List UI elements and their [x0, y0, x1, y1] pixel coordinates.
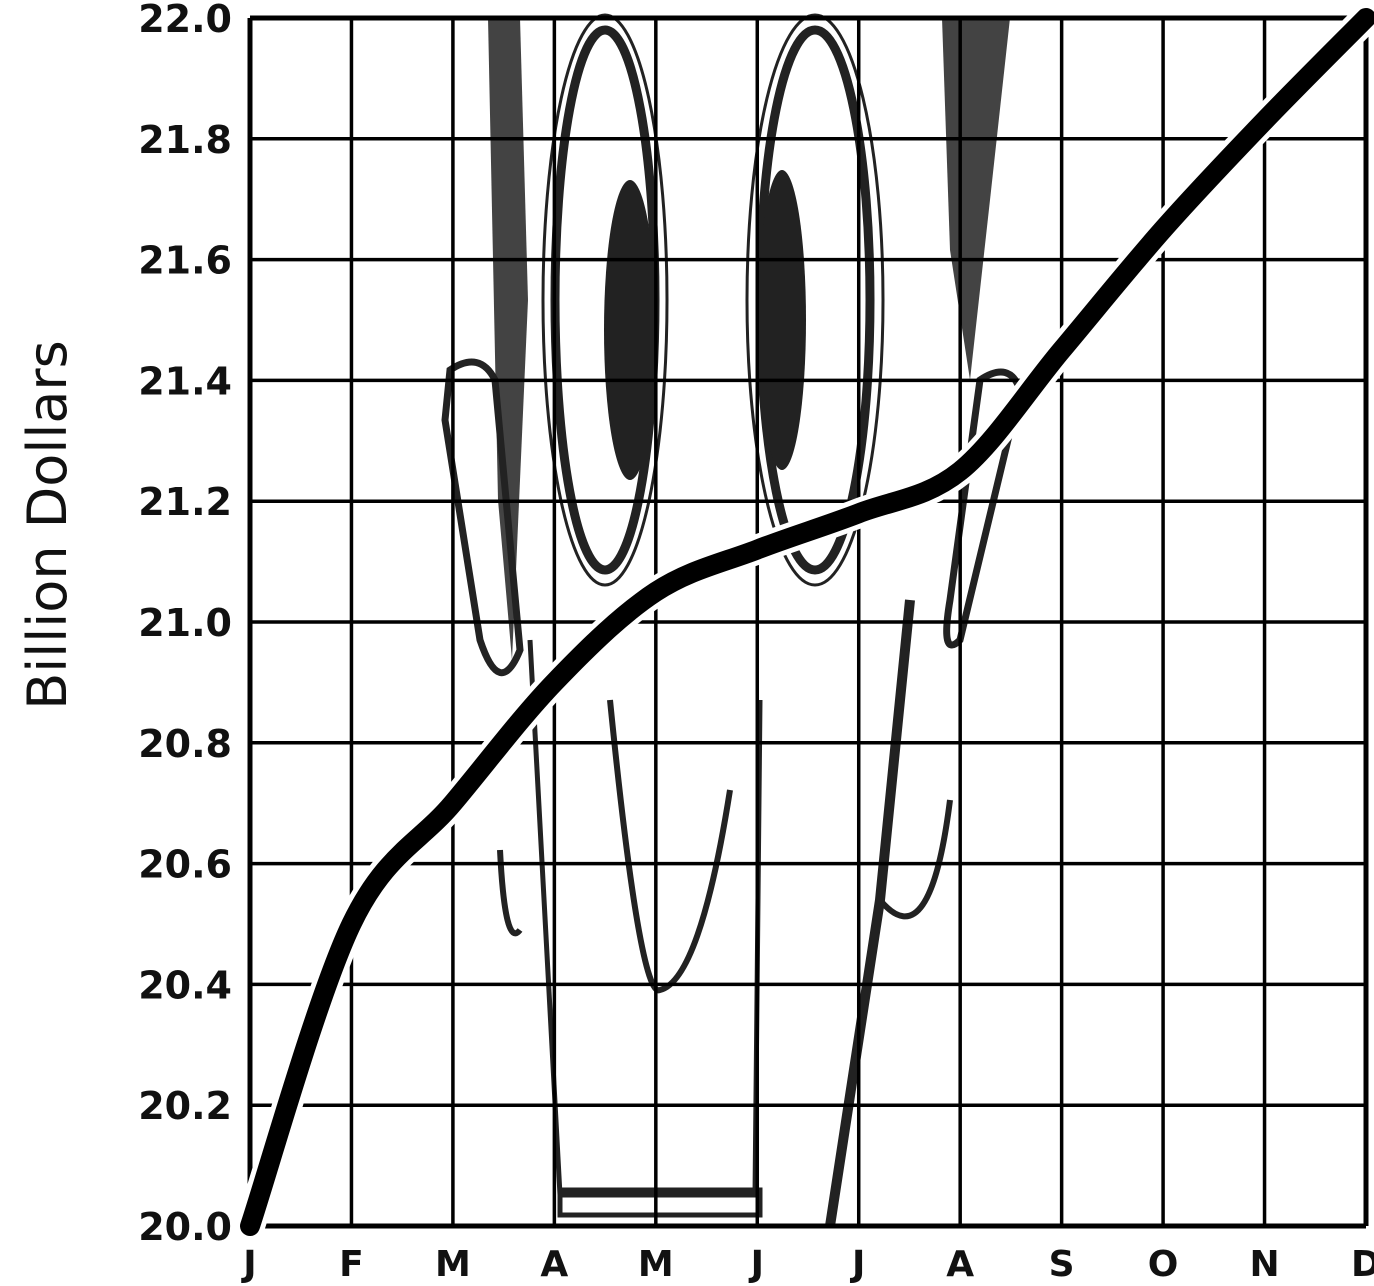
illustration-left-eye-ring: [541, 13, 669, 587]
illustration-right-eye-ring: [745, 13, 885, 587]
illustration-chin-right: [877, 799, 953, 920]
y-axis-label: Billion Dollars: [16, 340, 79, 710]
illustration-chin-left: [497, 849, 523, 937]
x-tick-label: F: [339, 1244, 364, 1285]
x-tick-label: J: [240, 1244, 256, 1285]
y-tick-label: 21.8: [138, 118, 232, 162]
x-tick-label: D: [1351, 1244, 1374, 1285]
x-tick-label: N: [1249, 1244, 1279, 1285]
y-tick-label: 20.4: [138, 963, 232, 1007]
x-tick-label: J: [748, 1244, 764, 1285]
x-tick-label: M: [435, 1244, 471, 1285]
series-line: [235, 3, 1374, 1241]
illustration-left-ear: [441, 358, 524, 676]
y-tick-labels: 20.0 20.2 20.4 20.6 20.8 21.0 21.2 21.4 21.6 21.8…: [138, 0, 232, 1249]
y-tick-label: 21.4: [138, 359, 232, 403]
x-tick-label: M: [638, 1244, 674, 1285]
y-tick-label: 20.6: [138, 843, 232, 887]
illustration-right-pupil: [758, 170, 806, 470]
illustration-hair-left: [488, 18, 528, 660]
y-tick-label: 20.2: [138, 1084, 232, 1128]
y-tick-label: 21.2: [138, 480, 232, 524]
illustration-cheek-line: [825, 599, 915, 1227]
y-tick-label: 20.0: [138, 1205, 232, 1249]
series-line-path: [240, 8, 1374, 1236]
x-tick-label: A: [946, 1244, 974, 1285]
illustration-hair-right: [942, 18, 1010, 380]
x-tick-label: A: [540, 1244, 568, 1285]
y-tick-label: 21.6: [138, 239, 232, 283]
x-tick-label: J: [849, 1244, 865, 1285]
illustration-nose: [607, 699, 733, 994]
x-tick-label: S: [1049, 1244, 1075, 1285]
x-tick-label: O: [1148, 1244, 1179, 1285]
y-tick-label: 21.0: [138, 601, 232, 645]
y-tick-label: 20.8: [138, 722, 232, 766]
illustration-neck: [527, 639, 763, 1198]
y-tick-label: 22.0: [138, 0, 232, 41]
illustration-collar: [557, 1187, 763, 1218]
illustration-left-pupil: [604, 180, 656, 480]
